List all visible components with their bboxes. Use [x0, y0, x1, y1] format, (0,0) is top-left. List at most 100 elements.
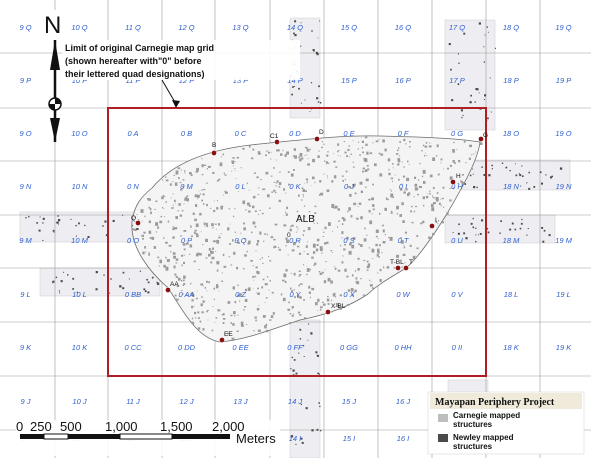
- structure: [181, 279, 183, 282]
- structure: [183, 203, 185, 205]
- structure: [306, 273, 308, 276]
- structure: [267, 150, 269, 151]
- structure: [179, 214, 183, 217]
- structure: [389, 239, 392, 241]
- structure: [234, 231, 236, 233]
- gate-label: T: [409, 259, 413, 266]
- structure: [273, 181, 276, 183]
- structure: [422, 196, 425, 200]
- structure-new: [134, 217, 136, 218]
- structure-new: [472, 173, 474, 175]
- gate-marker: [135, 220, 141, 226]
- structure: [265, 171, 269, 175]
- structure-new: [521, 165, 523, 167]
- structure: [390, 212, 393, 214]
- structure: [299, 221, 301, 222]
- grid-cell-label: 0 A: [128, 129, 139, 138]
- structure: [318, 194, 321, 196]
- structure: [334, 292, 336, 294]
- structure: [341, 237, 343, 239]
- grid-cell-label: 15 Q: [341, 23, 357, 32]
- structure: [180, 235, 182, 237]
- structure: [298, 270, 301, 272]
- structure-new: [290, 368, 292, 370]
- structure: [212, 306, 214, 307]
- structure: [141, 234, 144, 237]
- structure: [268, 151, 270, 154]
- grid-cell-label: 16 J: [396, 397, 410, 406]
- structure: [379, 279, 382, 282]
- structure: [222, 313, 225, 316]
- structure-new: [470, 222, 473, 225]
- structure: [155, 222, 159, 226]
- structure: [173, 265, 176, 269]
- structure: [143, 231, 146, 234]
- structure: [316, 244, 319, 246]
- structure: [220, 207, 223, 210]
- structure: [203, 188, 206, 191]
- structure-new: [312, 49, 315, 52]
- structure: [222, 253, 225, 256]
- grid-cell-label: 12 J: [179, 397, 193, 406]
- structure: [362, 151, 364, 153]
- structure: [324, 160, 326, 162]
- structure-new: [548, 234, 551, 237]
- structure: [221, 314, 224, 316]
- carnegie-structures: [132, 136, 483, 340]
- structure-new: [58, 219, 61, 222]
- structure: [216, 284, 219, 287]
- structure: [232, 157, 235, 159]
- structure: [447, 167, 449, 170]
- structure-new: [42, 217, 45, 220]
- structure: [195, 204, 198, 207]
- structure: [186, 195, 189, 197]
- structure-new: [526, 182, 528, 184]
- structure: [201, 189, 203, 191]
- structure: [177, 277, 181, 281]
- structure: [378, 139, 380, 140]
- structure: [290, 287, 292, 290]
- structure: [298, 156, 300, 159]
- structure: [379, 268, 382, 272]
- structure-new: [457, 232, 460, 235]
- structure-new: [75, 224, 77, 227]
- structure-new: [511, 222, 514, 225]
- structure: [282, 279, 285, 282]
- structure: [318, 271, 321, 273]
- structure-new: [52, 280, 55, 283]
- structure: [347, 148, 350, 151]
- structure: [341, 223, 344, 225]
- structure: [201, 164, 204, 168]
- structure: [273, 167, 275, 169]
- structure: [243, 227, 246, 231]
- structure: [324, 242, 327, 245]
- structure-new: [317, 372, 319, 375]
- structure: [319, 309, 322, 311]
- structure-new: [316, 97, 319, 100]
- structure-new: [313, 50, 315, 52]
- structure: [317, 310, 318, 311]
- structure-new: [478, 234, 479, 236]
- structure: [427, 193, 429, 194]
- structure-new: [146, 278, 148, 281]
- structure: [190, 292, 194, 295]
- structure: [358, 141, 360, 143]
- structure: [372, 208, 375, 211]
- structure-new: [490, 111, 492, 113]
- structure: [440, 204, 442, 207]
- structure-new: [541, 227, 544, 229]
- structure: [414, 176, 417, 179]
- structure: [199, 193, 201, 195]
- structure: [222, 322, 225, 324]
- structure-new: [501, 162, 504, 164]
- grid-cell-label: 0 J: [344, 182, 354, 191]
- structure: [274, 223, 278, 226]
- structure-new: [460, 109, 463, 112]
- structure: [230, 322, 232, 324]
- structure: [366, 136, 368, 138]
- structure: [366, 164, 369, 167]
- structure-new: [307, 339, 309, 341]
- structure: [354, 289, 357, 293]
- structure: [218, 178, 221, 181]
- structure: [421, 175, 424, 178]
